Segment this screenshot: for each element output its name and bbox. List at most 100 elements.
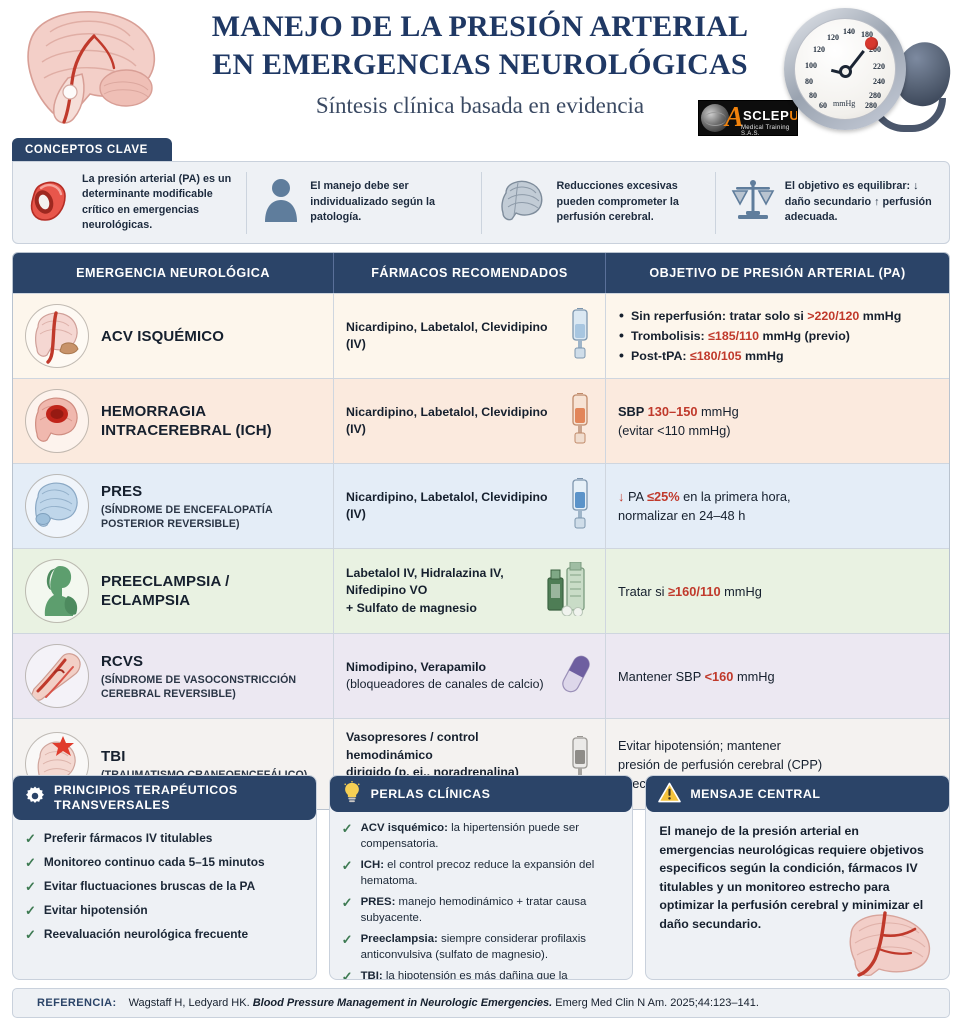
- row-drugs-cell: Labetalol IV, Hidralazina IV, Nifedipino…: [333, 549, 605, 633]
- emergency-name-block: PREECLAMPSIA / ECLAMPSIA: [101, 572, 229, 610]
- header: MANEJO DE LA PRESIÓN ARTERIAL EN EMERGEN…: [0, 0, 962, 140]
- emergency-name: ACV ISQUÉMICO: [101, 327, 224, 345]
- target-value: <160: [704, 668, 734, 684]
- reference-article-title: Blood Pressure Management in Neurologic …: [252, 997, 553, 1009]
- bullet-tail: mmHg: [859, 309, 902, 323]
- hemorrhagic-stroke-brain-icon: [25, 389, 89, 453]
- pearl-text: PRES: manejo hemodinámico + tratar causa…: [361, 895, 619, 926]
- row-target-cell: Sin reperfusión: tratar solo si >220/120…: [605, 294, 949, 378]
- bullet-tail: mmHg (previo): [759, 329, 850, 343]
- brain-icon: [496, 177, 548, 228]
- principle-text: Evitar fluctuaciones bruscas de la PA: [43, 879, 256, 893]
- asclepius-globe-logo: A SCLEPUS Medical Training S.A.S.: [698, 100, 798, 136]
- bullet-value: ≤185/110: [708, 329, 760, 343]
- gauge-face: 120 140 180 120 200 100 220 80 240 80 28…: [794, 18, 896, 120]
- target-line-2: normalizar en 24–48 h: [618, 508, 746, 523]
- gauge-num-9: 80: [809, 91, 817, 100]
- drug-line-1: Vasopresores / control hemodinámico: [346, 730, 479, 762]
- pearl-label: TBI:: [360, 970, 383, 980]
- table-row: PREECLAMPSIA / ECLAMPSIA Labetalol IV, H…: [13, 548, 949, 633]
- check-icon: ✓: [25, 831, 36, 846]
- gauge-num-1: 140: [843, 27, 855, 36]
- emergency-name: RCVS: [101, 652, 144, 670]
- target-text: SBP 130–150 mmHg (evitar <110 mmHg): [618, 402, 739, 440]
- table-header-emergency: EMERGENCIA NEUROLÓGICA: [76, 266, 270, 280]
- emergency-management-table: EMERGENCIA NEUROLÓGICA FÁRMACOS RECOMEND…: [12, 252, 950, 810]
- drug-line-2: (IV): [346, 507, 366, 521]
- gauge-unit-label: mmHg: [833, 99, 856, 108]
- target-bullet: Trombolisis: ≤185/110 mmHg (previo): [618, 325, 901, 346]
- concept-text-1: El manejo debe ser individualizado según…: [310, 180, 436, 224]
- bullet-label: Sin reperfusión:: [631, 309, 727, 323]
- bullet-value: ≤180/105: [689, 349, 742, 363]
- list-item: ✓ PRES: manejo hemodinámico + tratar caus…: [342, 895, 619, 926]
- key-concepts-box: La presión arterial (PA) es un determina…: [12, 161, 950, 244]
- target-pre: SBP: [618, 404, 648, 419]
- concept-item-0: La presión arterial (PA) es un determina…: [13, 172, 246, 234]
- bullet-mid: tratar solo si: [726, 309, 808, 323]
- pearl-text: ACV isquémico: la hipertensión puede ser…: [361, 821, 619, 852]
- bottom-panels: PRINCIPIOS TERAPÉUTICOS TRANSVERSALES ✓ P…: [12, 775, 951, 980]
- drug-text: Labetalol IV, Hidralazina IV, Nifedipino…: [346, 565, 504, 618]
- reference-citation: Wagstaff H, Ledyard HK. Blood Pressure M…: [129, 997, 759, 1009]
- table-row: RCVS (SÍNDROME DE VASOCONSTRICCIÓN CEREB…: [13, 633, 949, 718]
- row-emergency-cell: ACV ISQUÉMICO: [13, 294, 333, 378]
- drug-line-3: + Sulfato de magnesio: [346, 600, 477, 615]
- principles-panel-header: PRINCIPIOS TERAPÉUTICOS TRANSVERSALES: [13, 776, 316, 820]
- emergency-name-block: PRES (SÍNDROME DE ENCEFALOPATÍA POSTERIO…: [101, 482, 321, 531]
- target-post: mmHg: [720, 583, 762, 599]
- ischemic-stroke-brain-icon: [25, 304, 89, 368]
- drug-text: Nicardipino, Labetalol, Clevidipino (IV): [346, 404, 548, 439]
- central-message-text: El manejo de la presión arterial en emer…: [659, 824, 924, 931]
- title-line-1: MANEJO DE LA PRESIÓN ARTERIAL: [211, 10, 749, 43]
- list-item: ✓ Reevaluación neurológica frecuente: [25, 927, 302, 942]
- row-drugs-cell: Nicardipino, Labetalol, Clevidipino (IV): [333, 379, 605, 463]
- check-icon: ✓: [341, 895, 353, 910]
- gauge-num-0: 120: [827, 33, 839, 42]
- pearl-text: TBI: la hipotensión es más dañina que la…: [360, 969, 619, 980]
- table-header-target: OBJETIVO DE PRESIÓN ARTERIAL (PA): [605, 253, 949, 293]
- gear-icon: [25, 786, 45, 810]
- gauge-ring: 120 140 180 120 200 100 220 80 240 80 28…: [784, 8, 906, 130]
- reference-journal: Emerg Med Clin N Am. 2025;44:123–141.: [555, 997, 759, 1009]
- pearl-label: ACV isquémico:: [360, 822, 448, 834]
- list-item: ✓ Preeclampsia: siempre considerar profil…: [342, 932, 619, 963]
- target-bullet: Post-tPA: ≤180/105 mmHg: [618, 345, 901, 366]
- target-post: en la primera hora,: [679, 489, 791, 504]
- concept-item-2: Reducciones excesivas pueden comprometer…: [480, 171, 715, 234]
- drug-line-2: (IV): [346, 337, 366, 351]
- drug-line-1: Nicardipino, Labetalol, Clevidipino: [346, 489, 548, 504]
- check-icon: ✓: [25, 927, 36, 942]
- principles-title: PRINCIPIOS TERAPÉUTICOS TRANSVERSALES: [54, 783, 238, 813]
- row-target-cell: Mantener SBP <160 mmHg: [605, 634, 949, 718]
- check-icon: ✓: [25, 855, 36, 870]
- drug-text: Nicardipino, Labetalol, Clevidipino (IV): [346, 489, 548, 524]
- bullet-tail: mmHg: [741, 349, 784, 363]
- gauge-num-5: 100: [805, 61, 817, 70]
- logo-word-part1: SCLEP: [743, 108, 790, 123]
- table-header-row: EMERGENCIA NEUROLÓGICA FÁRMACOS RECOMEND…: [13, 253, 949, 293]
- row-target-cell: Tratar si ≥160/110 mmHg: [605, 549, 949, 633]
- target-bullet: Sin reperfusión: tratar solo si >220/120…: [618, 305, 902, 326]
- target-pre: Tratar si: [618, 583, 669, 599]
- logo-wordmark: SCLEPUS: [743, 108, 797, 123]
- concept-item-3: El objetivo es equilibrar: ↓ daño secund…: [714, 171, 949, 234]
- list-item: ✓ Preferir fármacos IV titulables: [25, 831, 302, 846]
- key-concepts-section: CONCEPTOS CLAVE La presión arterial (PA)…: [12, 138, 950, 244]
- reference-bar: REFERENCIA: Wagstaff H, Ledyard HK. Bloo…: [12, 988, 950, 1018]
- pearl-text: ICH: el control precoz reduce la expansi…: [361, 858, 619, 889]
- pearl-text: Preeclampsia: siempre considerar profila…: [361, 932, 619, 963]
- table-row: PRES (SÍNDROME DE ENCEFALOPATÍA POSTERIO…: [13, 463, 949, 548]
- reference-authors: Wagstaff H, Ledyard HK.: [128, 997, 250, 1009]
- principle-text: Evitar hipotensión: [43, 903, 148, 917]
- gauge-num-7: 80: [805, 77, 813, 86]
- gauge-num-12: 280: [865, 101, 877, 110]
- list-item: ✓ ACV isquémico: la hipertensión puede se…: [342, 821, 619, 852]
- target-value: ≥160/110: [668, 583, 721, 599]
- principles-panel: PRINCIPIOS TERAPÉUTICOS TRANSVERSALES ✓ P…: [12, 775, 317, 980]
- principle-text: Monitoreo continuo cada 5–15 minutos: [43, 855, 265, 869]
- list-item: ✓ Monitoreo continuo cada 5–15 minutos: [25, 855, 302, 870]
- pearl-label: ICH:: [360, 859, 384, 871]
- target-line-2: presión de perfusión cerebral (CPP): [618, 756, 823, 772]
